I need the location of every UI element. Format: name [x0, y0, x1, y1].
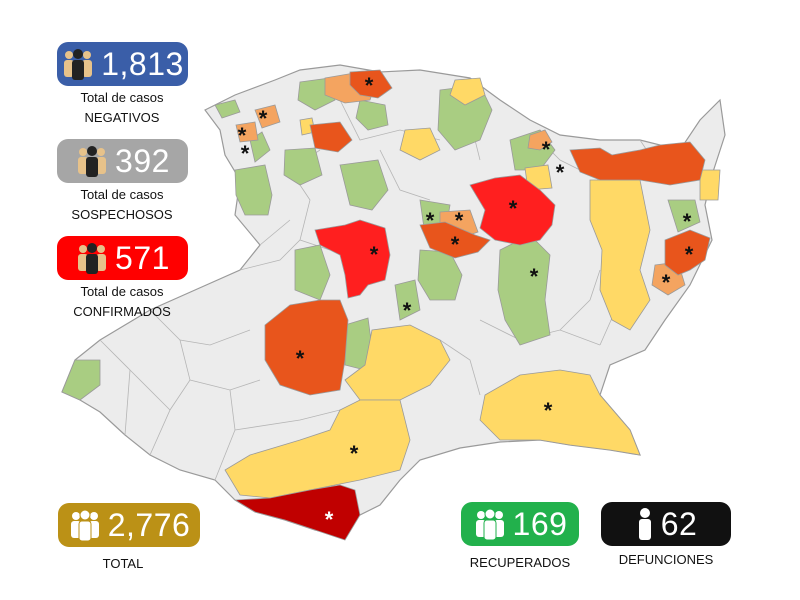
recuperados-count: 169	[512, 506, 568, 542]
total-count: 2,776	[107, 507, 191, 543]
defunciones-count: 62	[660, 506, 698, 542]
case-marker: *	[451, 232, 460, 257]
case-marker: *	[403, 298, 412, 323]
case-marker: *	[365, 73, 374, 98]
case-marker: *	[296, 346, 305, 371]
person-icon	[638, 508, 651, 540]
defunciones-badge: 62	[601, 502, 731, 546]
confirmados-count: 571	[115, 240, 170, 276]
case-marker: *	[241, 141, 250, 166]
region-high	[264, 69, 711, 396]
sospechosos-count: 392	[115, 143, 170, 179]
total-badge: 2,776	[58, 503, 200, 547]
case-marker: *	[509, 196, 518, 221]
case-marker: *	[350, 441, 359, 466]
case-marker: *	[683, 209, 692, 234]
confirmados-badge: 571	[57, 236, 188, 280]
negativos-badge: 1,813	[57, 42, 188, 86]
case-marker: *	[685, 242, 694, 267]
case-marker: *	[544, 398, 553, 423]
sospechosos-badge: 392	[57, 139, 188, 183]
sospechosos-caption: Total de casos SOSPECHOSOS	[71, 187, 173, 222]
total-caption: TOTAL	[102, 556, 144, 571]
person-icon	[64, 49, 93, 80]
region-negative	[61, 77, 701, 401]
case-marker: *	[662, 270, 671, 295]
recuperados-badge: 169	[461, 502, 579, 546]
negativos-caption: Total de casos NEGATIVOS	[80, 90, 164, 125]
people-icon	[70, 509, 99, 542]
case-marker: *	[556, 160, 565, 185]
recuperados-caption: RECUPERADOS	[469, 555, 571, 570]
case-marker: *	[259, 106, 268, 131]
case-marker: *	[426, 208, 435, 233]
defunciones-caption: DEFUNCIONES	[618, 552, 714, 567]
case-marker: *	[325, 507, 334, 532]
people-icon	[475, 508, 504, 541]
case-marker: *	[238, 123, 247, 148]
region-very-high	[314, 174, 556, 299]
case-marker: *	[542, 137, 551, 162]
case-marker: *	[530, 264, 539, 289]
confirmados-caption: Total de casos CONFIRMADOS	[73, 284, 171, 319]
case-markers: * * * * * * * * * * * * * * * * * * * *	[238, 73, 694, 532]
person-icon	[78, 243, 107, 274]
case-marker: *	[370, 242, 379, 267]
negativos-count: 1,813	[101, 46, 184, 82]
case-marker: *	[455, 208, 464, 233]
region-low	[224, 77, 721, 499]
region-highest	[233, 484, 361, 541]
person-icon	[78, 146, 107, 177]
